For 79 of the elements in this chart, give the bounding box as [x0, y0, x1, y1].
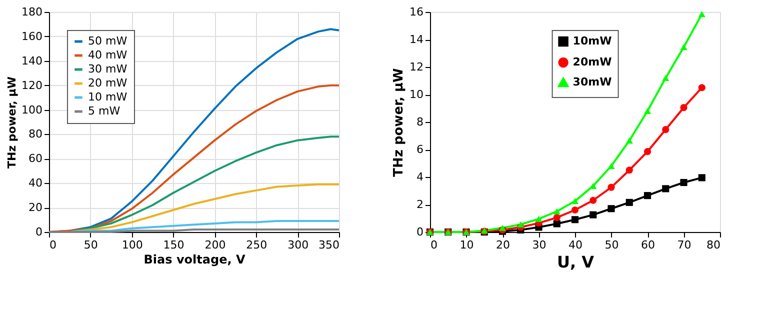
point	[498, 224, 506, 231]
point	[662, 185, 670, 192]
legend-label: 40 mW	[88, 48, 128, 62]
legend-label: 30mW	[572, 76, 612, 88]
point	[644, 108, 652, 114]
point	[608, 205, 615, 212]
y-tick-label: 16	[410, 6, 424, 18]
legend-label: 50 mW	[88, 34, 128, 48]
y-tick-label: 120	[22, 78, 42, 92]
legend-label: 10mW	[572, 34, 612, 48]
y-tick-label: 60	[28, 152, 42, 166]
y-tick-label: 20	[28, 201, 42, 214]
point	[517, 221, 524, 228]
point	[590, 211, 597, 218]
legend-label: 5 mW	[88, 104, 120, 118]
x-tick-label: 300	[288, 238, 309, 252]
y-axis-title: THz power, μW	[6, 76, 19, 169]
y-tick-label: 14	[410, 33, 424, 46]
x-tick-label: 50	[84, 238, 98, 252]
point	[553, 214, 560, 222]
legend-label: 20 mW	[88, 76, 128, 90]
point	[698, 84, 706, 92]
point	[680, 104, 688, 112]
x-tick-label: 70	[677, 238, 692, 252]
point	[608, 162, 615, 170]
y-tick-label: 0	[36, 226, 42, 238]
point	[571, 198, 579, 204]
x-tick-label: 0	[430, 238, 438, 252]
y-tick-label: 12	[410, 60, 424, 74]
point	[590, 196, 597, 204]
x-tick-label: 40	[568, 238, 582, 252]
y-tick-label: 80	[28, 128, 42, 141]
y-tick-label: 8	[416, 116, 424, 128]
point	[553, 208, 560, 214]
y-tick-label: 10	[410, 88, 424, 101]
point	[626, 198, 633, 206]
x-tick-label: 30	[532, 238, 546, 252]
point	[680, 178, 688, 186]
x-axis-title: Bias voltage, V	[144, 252, 246, 266]
legend-label: 20mW	[572, 56, 612, 68]
x-tick-label: 20	[496, 238, 510, 252]
x-tick-label: 80	[706, 238, 720, 252]
point	[608, 184, 615, 191]
legend-label: 30 mW	[88, 62, 128, 76]
point	[626, 166, 633, 174]
y-tick-label: 40	[28, 176, 42, 190]
point	[626, 138, 633, 144]
y-tick-label: 100	[22, 103, 42, 116]
point	[644, 192, 652, 200]
point	[571, 216, 579, 224]
x-axis-title: U, V	[556, 252, 595, 272]
y-tick-label: 140	[22, 54, 42, 68]
point	[698, 174, 706, 182]
x-tick-label: 150	[163, 238, 184, 252]
y-axis-title: THz power, μW	[392, 68, 407, 177]
x-tick-label: 100	[122, 238, 143, 252]
x-tick-label: 0	[50, 238, 56, 252]
x-tick-label: 50	[604, 238, 619, 252]
point	[590, 182, 597, 189]
point	[662, 74, 670, 82]
x-tick-label: 10	[460, 238, 474, 252]
x-tick-label: 250	[246, 238, 268, 252]
point	[535, 216, 542, 222]
y-tick-label: 160	[22, 30, 42, 43]
y-tick-label: 2	[416, 198, 424, 211]
point	[571, 206, 579, 214]
x-tick-label: 200	[204, 238, 226, 252]
point	[680, 44, 688, 50]
point	[662, 126, 670, 134]
legend-label: 10 mW	[88, 90, 128, 104]
x-tick-label: 350	[318, 238, 340, 252]
point	[553, 220, 560, 228]
point	[698, 11, 706, 18]
y-tick-label: 6	[416, 143, 424, 156]
y-tick-label: 0	[416, 226, 424, 238]
point	[644, 148, 652, 156]
y-tick-label: 4	[416, 170, 424, 184]
x-tick-label: 60	[641, 238, 655, 252]
y-tick-label: 180	[22, 6, 42, 18]
